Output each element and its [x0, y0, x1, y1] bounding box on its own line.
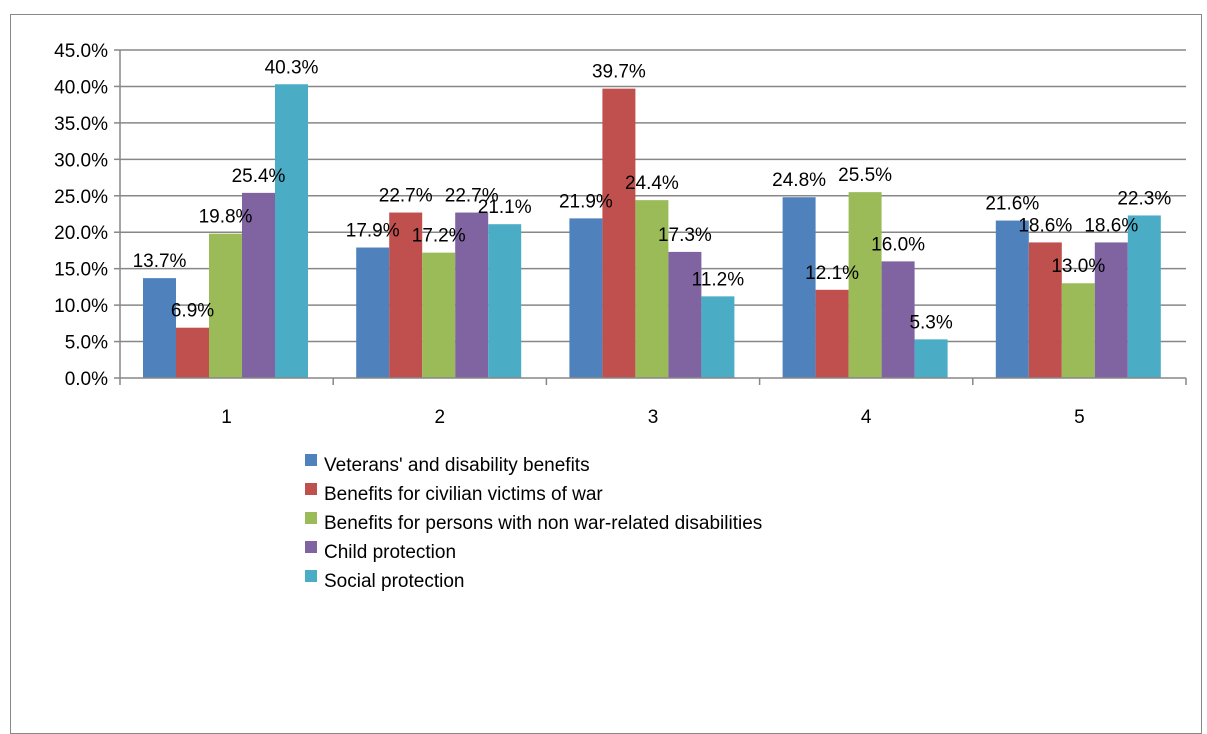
data-label: 6.9% — [171, 301, 214, 322]
bar — [668, 251, 702, 378]
bar — [275, 84, 308, 378]
data-label: 18.6% — [1018, 215, 1072, 236]
legend: Veterans' and disability benefits Benefit… — [305, 454, 762, 592]
data-label: 21.6% — [985, 194, 1039, 215]
y-tick-label: 45.0% — [54, 41, 108, 62]
bar — [176, 327, 209, 378]
data-label: 19.8% — [199, 207, 253, 228]
data-label: 17.9% — [346, 221, 400, 242]
data-label: 24.4% — [625, 173, 679, 194]
bar — [635, 200, 669, 378]
bar — [389, 212, 423, 378]
data-label: 22.7% — [379, 186, 433, 207]
y-tick-label: 15.0% — [54, 260, 108, 281]
bar — [488, 224, 522, 378]
bar — [701, 296, 735, 378]
legend-label: Benefits for civilian victims of war — [324, 484, 603, 505]
legend-swatch — [305, 454, 317, 466]
bar — [1028, 242, 1062, 378]
x-tick-label: 3 — [648, 407, 659, 428]
bar — [1094, 242, 1128, 378]
y-tick-label: 10.0% — [54, 296, 108, 317]
legend-label: Benefits for persons with non war-relate… — [324, 513, 762, 534]
data-labels: 13.7% 17.9% 21.9% 24.8% 21.6% 6.9% 22.7% 39.7% 1… — [133, 57, 1172, 333]
bar — [1127, 215, 1161, 378]
bar — [422, 252, 456, 378]
data-label: 24.8% — [772, 170, 826, 191]
y-tick-label: 0.0% — [65, 369, 108, 390]
legend-label: Child protection — [324, 542, 456, 563]
y-tick-label: 25.0% — [54, 187, 108, 208]
data-label: 13.7% — [133, 251, 187, 272]
legend-swatch — [305, 512, 317, 524]
data-label: 5.3% — [909, 312, 952, 333]
bar — [602, 88, 636, 379]
data-label: 13.0% — [1051, 256, 1105, 277]
y-tick-label: 35.0% — [54, 114, 108, 135]
bar — [356, 247, 390, 378]
bar — [209, 233, 242, 378]
data-label: 21.1% — [478, 197, 532, 218]
x-tick-label: 5 — [1074, 407, 1085, 428]
data-label: 18.6% — [1084, 215, 1138, 236]
x-tick-label: 4 — [861, 407, 872, 428]
bar — [1061, 283, 1095, 378]
bar — [242, 192, 275, 378]
data-label: 16.0% — [871, 234, 925, 255]
data-label: 22.7% — [445, 186, 499, 207]
bar — [815, 289, 849, 378]
bars — [143, 84, 1161, 379]
data-label: 17.2% — [412, 226, 466, 247]
data-label: 11.2% — [692, 269, 745, 290]
legend-label: Veterans' and disability benefits — [324, 455, 590, 476]
axes: 0.0% 5.0% 10.0% 15.0% 20.0% 25.0% 30.0% 35.0% 40… — [54, 41, 1187, 428]
data-label: 25.4% — [232, 166, 286, 187]
legend-label: Social protection — [324, 571, 464, 592]
bar — [881, 261, 915, 378]
legend-swatch — [305, 541, 317, 553]
legend-swatch — [305, 570, 317, 582]
x-tick-label: 2 — [435, 407, 446, 428]
data-label: 17.3% — [658, 225, 712, 246]
bar — [455, 212, 489, 378]
bar — [569, 218, 603, 378]
bar — [848, 192, 882, 378]
y-tick-label: 20.0% — [54, 223, 108, 244]
y-tick-label: 40.0% — [54, 77, 108, 98]
data-label: 22.3% — [1117, 188, 1171, 209]
x-tick-label: 1 — [221, 407, 232, 428]
data-label: 40.3% — [265, 57, 319, 78]
data-label: 39.7% — [592, 62, 646, 83]
data-label: 21.9% — [559, 191, 613, 212]
data-label: 12.1% — [805, 263, 859, 284]
legend-swatch — [305, 483, 317, 495]
bar — [995, 220, 1029, 378]
bar — [782, 197, 816, 378]
bar — [914, 339, 948, 378]
data-label: 25.5% — [838, 165, 892, 186]
y-tick-label: 5.0% — [65, 333, 108, 354]
y-tick-label: 30.0% — [54, 150, 108, 171]
bar — [143, 278, 176, 378]
